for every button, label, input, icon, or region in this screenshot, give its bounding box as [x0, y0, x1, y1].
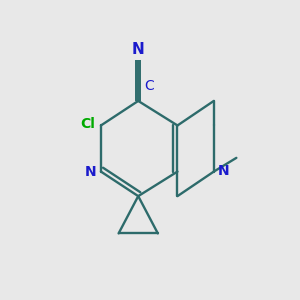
Text: N: N — [218, 164, 229, 178]
Text: N: N — [84, 165, 96, 178]
Text: N: N — [132, 42, 145, 57]
Text: Cl: Cl — [80, 118, 95, 131]
Text: C: C — [144, 79, 154, 93]
